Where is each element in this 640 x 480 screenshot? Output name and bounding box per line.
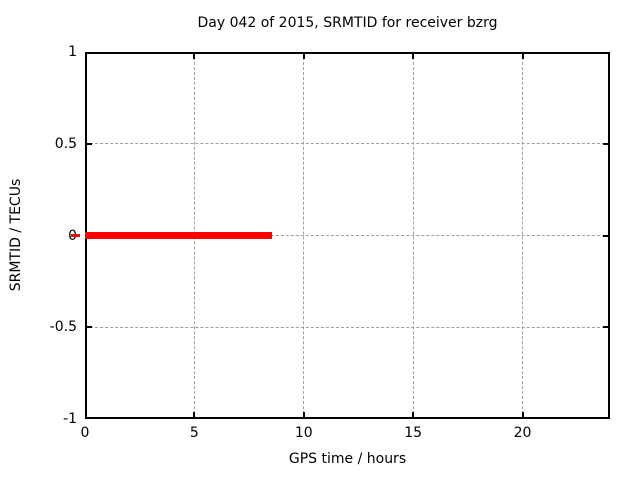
y-tick-label-1: 1 [68, 44, 77, 60]
x-tick-label-20: 20 [513, 425, 532, 441]
x-tick-label-0: 0 [80, 425, 90, 441]
y-tick-right--0.5 [603, 326, 610, 329]
x-tick-top-10 [302, 52, 305, 59]
x-tick-label-5: 5 [189, 425, 199, 441]
x-tick-bottom-5 [193, 412, 196, 419]
x-tick-bottom-10 [302, 412, 305, 419]
x-tick-top-20 [521, 52, 524, 59]
y-tick-label--0.5: -0.5 [49, 319, 77, 336]
y-tick-right-0.5 [603, 142, 610, 145]
gridline-y-0 [85, 235, 610, 236]
y-tick-right-0 [603, 234, 610, 237]
red-zero-dash-outside-left-axis [71, 234, 80, 237]
chart-title: Day 042 of 2015, SRMTID for receiver bzr… [197, 15, 498, 31]
gridline-y-0.5 [85, 143, 610, 145]
x-axis-label: GPS time / hours [288, 451, 407, 467]
x-tick-bottom-15 [412, 412, 415, 419]
y-tick-left--0.5 [85, 326, 92, 329]
gridline-y--0.5 [85, 326, 610, 328]
x-tick-top-5 [193, 52, 196, 59]
x-tick-top-15 [412, 52, 415, 59]
y-tick-left-0.5 [85, 142, 92, 145]
y-tick-label-0.5: 0.5 [54, 135, 77, 152]
x-tick-label-10: 10 [294, 425, 313, 441]
y-tick-label--1: -1 [63, 411, 77, 427]
x-tick-label-15: 15 [404, 425, 423, 441]
y-axis-label: SRMTID / TECUs [8, 178, 24, 292]
x-tick-bottom-20 [521, 412, 524, 419]
series-line-SRMTID [85, 232, 273, 239]
